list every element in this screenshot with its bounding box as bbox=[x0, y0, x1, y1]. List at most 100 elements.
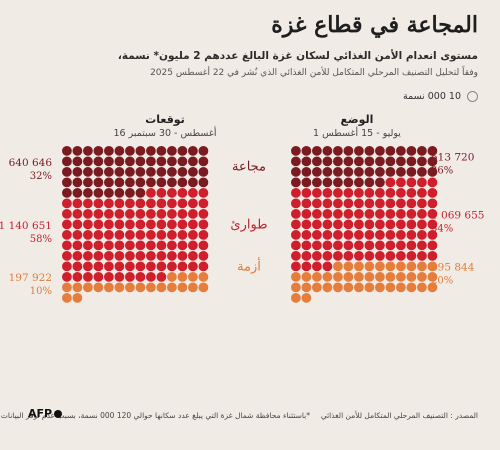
waffle-dot-emergency bbox=[291, 261, 301, 272]
waffle-dot-famine bbox=[301, 146, 312, 156]
waffle-dot-famine bbox=[301, 156, 312, 167]
waffle-dot-crisis bbox=[301, 293, 312, 303]
waffle-dot-emergency bbox=[375, 219, 385, 230]
waffle-dot-emergency bbox=[291, 230, 301, 240]
waffle-dot-emergency bbox=[177, 209, 188, 219]
waffle-dot-emergency bbox=[72, 251, 83, 261]
waffle-dot-emergency bbox=[406, 198, 417, 209]
waffle-dot-famine bbox=[406, 146, 417, 156]
waffle-dot-emergency bbox=[124, 251, 135, 261]
waffle-dot-famine bbox=[114, 177, 125, 188]
waffle-dot-crisis bbox=[312, 272, 322, 282]
waffle-dot-crisis bbox=[93, 282, 104, 293]
waffle-dot-emergency bbox=[385, 198, 396, 209]
waffle-dot-famine bbox=[93, 177, 104, 188]
waffle-dot-emergency bbox=[72, 272, 83, 282]
waffle-dot-famine bbox=[364, 156, 375, 167]
waffle-dot-famine bbox=[114, 156, 125, 167]
waffle-dot-emergency bbox=[385, 188, 396, 198]
waffle-dot-famine bbox=[135, 177, 146, 188]
waffle-dot-famine bbox=[375, 177, 385, 188]
waffle-dot-crisis bbox=[156, 282, 167, 293]
waffle-dot-emergency bbox=[156, 198, 167, 209]
waffle-dot-emergency bbox=[333, 209, 343, 219]
page-title: المجاعة في قطاع غزة bbox=[271, 12, 478, 38]
waffle-dot-crisis bbox=[114, 282, 125, 293]
waffle-dot-emergency bbox=[333, 230, 343, 240]
waffle-dot-famine bbox=[104, 167, 114, 177]
waffle-dot-emergency bbox=[114, 230, 125, 240]
waffle-dot-emergency bbox=[396, 251, 406, 261]
waffle-dot-famine bbox=[301, 167, 312, 177]
waffle-dot-emergency bbox=[396, 219, 406, 230]
waffle-dot-famine bbox=[322, 167, 333, 177]
waffle-dot-crisis bbox=[177, 272, 188, 282]
waffle-dot-emergency bbox=[291, 188, 301, 198]
waffle-dot-emergency bbox=[135, 209, 146, 219]
waffle-dot-famine bbox=[72, 167, 83, 177]
waffle-dot-crisis bbox=[427, 272, 438, 282]
column-period-projected: 16 أغسطس - 30 سبتمبر bbox=[113, 128, 217, 139]
waffle-dot-emergency bbox=[417, 219, 427, 230]
waffle-dot-emergency bbox=[93, 272, 104, 282]
waffle-dot-crisis bbox=[333, 272, 343, 282]
waffle-dot-emergency bbox=[114, 198, 125, 209]
waffle-dot-emergency bbox=[343, 209, 354, 219]
waffle-dot-emergency bbox=[343, 188, 354, 198]
column-header-current: الوضع 1 يوليو - 15 أغسطس bbox=[287, 113, 427, 139]
waffle-dot-emergency bbox=[312, 209, 322, 219]
waffle-dot-emergency bbox=[135, 272, 146, 282]
waffle-dot-famine bbox=[72, 156, 83, 167]
waffle-dot-emergency bbox=[417, 230, 427, 240]
value-label: 197 922 bbox=[9, 272, 52, 284]
waffle-dot-famine bbox=[312, 177, 322, 188]
waffle-dot-emergency bbox=[93, 230, 104, 240]
waffle-dot-emergency bbox=[167, 251, 177, 261]
legend-label: 10 000 نسمة bbox=[403, 91, 461, 102]
waffle-dot-famine bbox=[93, 167, 104, 177]
chart-subtitle: مستوى انعدام الأمن الغذائي لسكان غزة الب… bbox=[117, 50, 478, 62]
waffle-dot-crisis bbox=[375, 261, 385, 272]
waffle-dot-famine bbox=[167, 177, 177, 188]
percent-label: 58% bbox=[30, 234, 52, 245]
waffle-dot-emergency bbox=[385, 230, 396, 240]
waffle-dot-crisis bbox=[343, 272, 354, 282]
waffle-dot-emergency bbox=[291, 251, 301, 261]
waffle-dot-emergency bbox=[427, 240, 438, 251]
waffle-dot-famine bbox=[104, 156, 114, 167]
waffle-dot-emergency bbox=[198, 251, 209, 261]
waffle-dot-famine bbox=[62, 146, 72, 156]
waffle-dot-emergency bbox=[93, 240, 104, 251]
waffle-dot-emergency bbox=[312, 251, 322, 261]
category-label: أزمة bbox=[237, 257, 261, 274]
waffle-dot-famine bbox=[177, 167, 188, 177]
waffle-dot-emergency bbox=[104, 251, 114, 261]
waffle-dot-emergency bbox=[354, 251, 364, 261]
waffle-dot-emergency bbox=[104, 219, 114, 230]
waffle-dot-emergency bbox=[312, 261, 322, 272]
value-label: 1 140 651 bbox=[0, 220, 52, 232]
chart-note: وفقاً لتحليل التصنيف المرحلي المتكامل لل… bbox=[150, 68, 478, 78]
waffle-dot-famine bbox=[135, 156, 146, 167]
value-label: 395 844 bbox=[431, 261, 475, 273]
waffle-dot-famine bbox=[198, 146, 209, 156]
waffle-dot-emergency bbox=[72, 240, 83, 251]
waffle-dot-emergency bbox=[83, 219, 93, 230]
waffle-dot-emergency bbox=[188, 198, 198, 209]
waffle-dot-emergency bbox=[83, 272, 93, 282]
waffle-dot-crisis bbox=[62, 293, 72, 303]
waffle-dot-famine bbox=[104, 146, 114, 156]
waffle-dot-emergency bbox=[72, 261, 83, 272]
waffle-dot-emergency bbox=[354, 198, 364, 209]
waffle-dot-emergency bbox=[146, 272, 156, 282]
waffle-dot-famine bbox=[375, 167, 385, 177]
waffle-dot-emergency bbox=[198, 198, 209, 209]
waffle-dot-emergency bbox=[198, 209, 209, 219]
waffle-dot-famine bbox=[72, 146, 83, 156]
waffle-dot-emergency bbox=[114, 272, 125, 282]
waffle-dot-emergency bbox=[177, 219, 188, 230]
waffle-dot-emergency bbox=[62, 198, 72, 209]
column-header-projected: توقعات 16 أغسطس - 30 سبتمبر bbox=[95, 113, 235, 139]
waffle-dot-emergency bbox=[343, 230, 354, 240]
waffle-dot-emergency bbox=[291, 198, 301, 209]
